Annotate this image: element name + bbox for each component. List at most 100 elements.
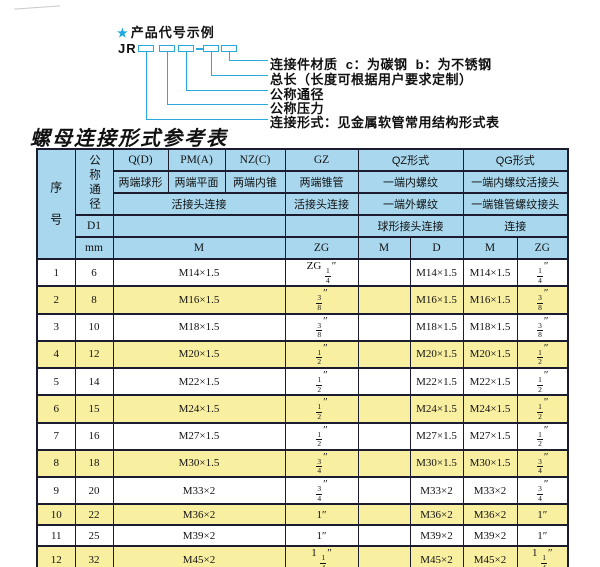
cell-qz-d: M24×1.5 bbox=[409, 394, 464, 424]
cell-mm: 14 bbox=[74, 366, 114, 397]
header-ends-nzc: 两端内锥 bbox=[224, 170, 286, 194]
code-box-2 bbox=[159, 45, 175, 52]
code-box-3 bbox=[178, 45, 194, 52]
header-blank-gz bbox=[284, 214, 359, 238]
cell-m: M39×2 bbox=[112, 524, 286, 548]
cell-qg-zg: 1 4 ″ bbox=[516, 257, 569, 288]
connector-line bbox=[146, 52, 268, 120]
cell-gz: 3 4 ″ bbox=[284, 475, 359, 506]
cell-qg-zg: 1 2 ″ bbox=[516, 394, 569, 424]
header-group-qz: QZ形式 bbox=[357, 148, 464, 172]
header-conn2-qg: 连接 bbox=[462, 214, 569, 238]
cell-qg-zg: 1 2 ″ bbox=[516, 339, 569, 370]
cell-qg-m: M20×1.5 bbox=[462, 339, 518, 370]
connector-line bbox=[211, 52, 268, 76]
table-row: 11 25 M39×2 1″ M39×2 M39×2 1″ bbox=[36, 524, 569, 548]
cell-qg-zg: 3 4 ″ bbox=[516, 475, 569, 506]
header-conn-union: 活接头连接 bbox=[112, 192, 286, 216]
header-mm: mm bbox=[74, 236, 114, 260]
header-blank-left bbox=[112, 214, 286, 238]
cell-qg-m: M33×2 bbox=[462, 475, 518, 506]
cell-mm: 32 bbox=[74, 545, 114, 567]
header-ends-qg: 一端内螺纹活接头 bbox=[462, 170, 569, 194]
cell-mm: 10 bbox=[74, 312, 114, 342]
header-ends-qd: 两端球形 bbox=[112, 170, 169, 194]
header-unit-qg-m: M bbox=[462, 236, 518, 260]
header-d1: D1 bbox=[74, 214, 114, 238]
header-ends-pma: 两端平面 bbox=[167, 170, 226, 194]
cell-gz: 1 2 ″ bbox=[284, 394, 359, 424]
cell-qg-m: M39×2 bbox=[462, 524, 518, 548]
cell-no: 3 bbox=[36, 312, 76, 342]
cell-qg-m: M18×1.5 bbox=[462, 312, 518, 342]
cell-qz-m bbox=[357, 421, 411, 451]
cell-qg-zg: 3 8 ″ bbox=[516, 312, 569, 342]
cell-qz-d: M36×2 bbox=[409, 503, 464, 527]
cell-m: M20×1.5 bbox=[112, 339, 286, 370]
header-unit-m: M bbox=[112, 236, 286, 260]
cell-m: M33×2 bbox=[112, 475, 286, 506]
table-row: 6 15 M24×1.5 1 2 ″ M24×1.5 M24×1.5 1 2 ″ bbox=[36, 394, 569, 424]
cell-mm: 15 bbox=[74, 394, 114, 424]
cell-gz: 3 8 ″ bbox=[284, 285, 359, 315]
cell-qz-d: M16×1.5 bbox=[409, 285, 464, 315]
header-group-pma: PM(A) bbox=[167, 148, 226, 172]
cell-mm: 8 bbox=[74, 285, 114, 315]
product-code-diagram: ★ 产品代号示例 JR 连接件材质 c：为碳钢 b：为不锈钢 总长（长度可根据用户… bbox=[0, 0, 600, 148]
cell-mm: 12 bbox=[74, 339, 114, 370]
table-title: 螺母连接形式参考表 bbox=[30, 128, 228, 150]
table-row: 2 8 M16×1.5 3 8 ″ M16×1.5 M16×1.5 3 8 ″ bbox=[36, 285, 569, 315]
header-unit-qz-m: M bbox=[357, 236, 411, 260]
table-header: 序号 公称通径 Q(D) PM(A) NZ(C) GZ QZ形式 QG形式 两端… bbox=[36, 148, 569, 260]
cell-no: 11 bbox=[36, 524, 76, 548]
header-conn-qz: 一端外螺纹 bbox=[357, 192, 464, 216]
header-row-units: mm M ZG M D M ZG bbox=[37, 236, 569, 260]
cell-no: 7 bbox=[36, 421, 76, 451]
table-row: 10 22 M36×2 1″ M36×2 M36×2 1″ bbox=[36, 503, 569, 527]
code-label-connform: 连接形式：见金属软管常用结构形式表 bbox=[270, 115, 500, 130]
cell-m: M30×1.5 bbox=[112, 448, 286, 479]
cell-gz: 1 14″ bbox=[284, 545, 359, 567]
table-row: 4 12 M20×1.5 1 2 ″ M20×1.5 M20×1.5 1 2 ″ bbox=[36, 339, 569, 370]
cell-qg-m: M36×2 bbox=[462, 503, 518, 527]
cell-qz-d: M45×2 bbox=[409, 545, 464, 567]
header-conn2-qz: 球形接头连接 bbox=[357, 214, 464, 238]
header-group-gz: GZ bbox=[284, 148, 359, 172]
code-prefix: JR bbox=[118, 41, 137, 56]
cell-qg-zg: 1″ bbox=[516, 503, 569, 527]
header-unit-zg-gz: ZG bbox=[284, 236, 359, 260]
cell-qz-m bbox=[357, 285, 411, 315]
header-row-connection: 活接头连接 活接头连接 一端外螺纹 一端锥管螺纹接头 bbox=[37, 192, 569, 216]
cell-gz: 1 2 ″ bbox=[284, 421, 359, 451]
cell-qz-m bbox=[357, 339, 411, 370]
cell-qz-d: M20×1.5 bbox=[409, 339, 464, 370]
cell-no: 12 bbox=[36, 545, 76, 567]
diagram-title-text: 产品代号示例 bbox=[130, 25, 215, 40]
table-row: 7 16 M27×1.5 1 2 ″ M27×1.5 M27×1.5 1 2 ″ bbox=[36, 421, 569, 451]
cell-gz: 1″ bbox=[284, 503, 359, 527]
cell-gz: 1″ bbox=[284, 524, 359, 548]
cell-no: 4 bbox=[36, 339, 76, 370]
cell-qz-d: M14×1.5 bbox=[409, 257, 464, 288]
cell-qz-m bbox=[357, 448, 411, 479]
table-row: 5 14 M22×1.5 1 2 ″ M22×1.5 M22×1.5 1 2 ″ bbox=[36, 366, 569, 397]
header-ends-gz: 两端锥管 bbox=[284, 170, 359, 194]
header-unit-qg-zg: ZG bbox=[516, 236, 569, 260]
header-row-d1: D1 球形接头连接 连接 bbox=[37, 214, 569, 238]
cell-gz: 3 8 ″ bbox=[284, 312, 359, 342]
cell-m: M16×1.5 bbox=[112, 285, 286, 315]
cell-mm: 6 bbox=[74, 257, 114, 288]
code-dash bbox=[196, 48, 203, 50]
header-row-groups: 序号 公称通径 Q(D) PM(A) NZ(C) GZ QZ形式 QG形式 bbox=[36, 148, 569, 260]
cell-gz: ZG 1 4 ″ bbox=[284, 257, 359, 288]
header-conn-gz: 活接头连接 bbox=[284, 192, 359, 216]
code-box-1 bbox=[138, 45, 154, 52]
diagram-title: ★ 产品代号示例 bbox=[117, 22, 215, 41]
header-row-ends: 两端球形 两端平面 两端内锥 两端锥管 一端内螺纹 一端内螺纹活接头 bbox=[37, 170, 569, 194]
cell-m: M27×1.5 bbox=[112, 421, 286, 451]
header-group-qg: QG形式 bbox=[462, 148, 569, 172]
connector-line bbox=[167, 52, 268, 105]
cell-qg-m: M16×1.5 bbox=[462, 285, 518, 315]
table-row: 9 20 M33×2 3 4 ″ M33×2 M33×2 3 4 ″ bbox=[36, 475, 569, 506]
cell-qg-m: M22×1.5 bbox=[462, 366, 518, 397]
